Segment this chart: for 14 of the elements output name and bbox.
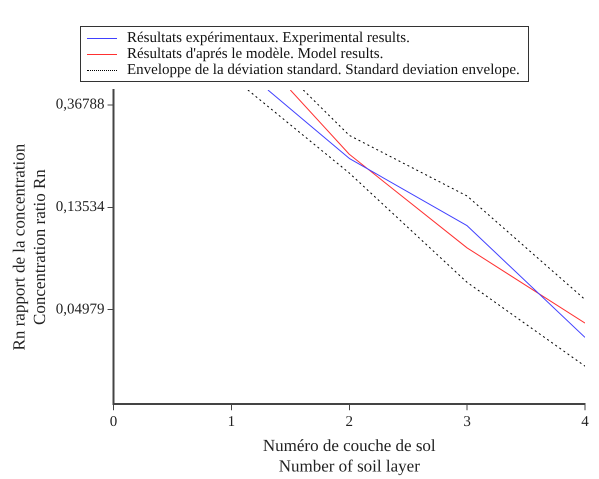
x-tick-label: 1 xyxy=(228,414,236,430)
legend-label: Résultats expérimentaux. Experimental results. xyxy=(127,30,410,46)
x-tick-label: 0 xyxy=(110,414,118,430)
y-tick-label: 0,04979 xyxy=(56,302,105,318)
legend-label: Résultats d'aprés le modèle. Model results. xyxy=(127,46,384,62)
y-tick-label: 0,36788 xyxy=(56,96,105,113)
x-tick-label: 2 xyxy=(346,414,354,430)
line-series xyxy=(247,90,585,367)
legend-label: Enveloppe de la déviation standard. Standard deviation envelope. xyxy=(127,62,520,78)
x-tick-label: 4 xyxy=(581,414,590,430)
x-axis-title: Numéro de couche de sol Number of soil layer xyxy=(262,436,436,476)
x-tick-label: 3 xyxy=(463,414,471,430)
y-axis-title: Rn rapport de la concentration Concentration ratio Rn xyxy=(10,143,50,350)
y-tick-label: 0,13534 xyxy=(56,199,106,216)
